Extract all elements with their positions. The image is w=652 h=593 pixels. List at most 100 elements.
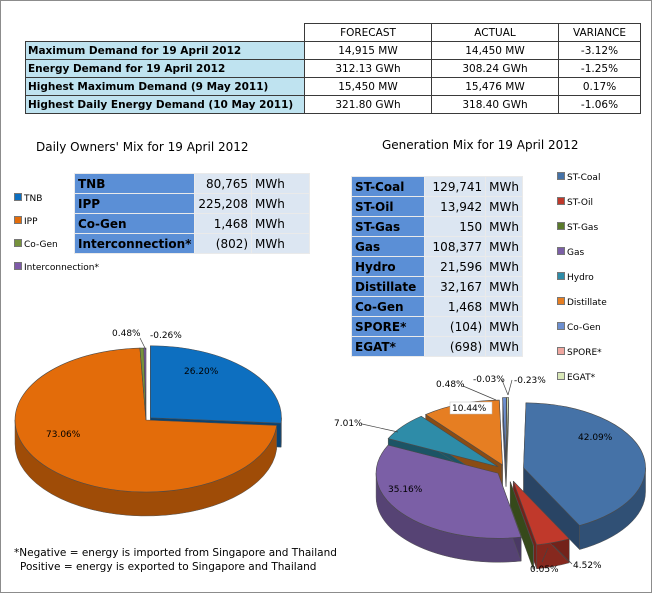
owners-pie-chart: 26.20% 73.06% 0.48% -0.26% <box>14 329 282 517</box>
pie-label: 26.20% <box>184 367 219 377</box>
pie-label: 0.05% <box>530 565 559 575</box>
table-row: TNB 80,765 MWh <box>73 173 310 194</box>
table-header-row: FORECAST ACTUAL VARIANCE <box>25 23 641 42</box>
pie-slice <box>150 345 282 424</box>
legend-item: Gas <box>557 247 584 258</box>
table-row: Energy Demand for 19 April 2012 312.13 G… <box>25 59 641 78</box>
legend-label: Co-Gen <box>567 323 601 333</box>
gen-unit: MWh <box>485 336 523 357</box>
pie-label: 42.09% <box>578 433 613 443</box>
legend-swatch <box>557 247 565 255</box>
legend-swatch <box>557 172 565 180</box>
legend-item: Co-Gen <box>14 239 58 250</box>
pie-label: 10.44% <box>452 404 487 414</box>
pie-label: 0.48% <box>112 329 141 339</box>
legend-label: SPORE* <box>567 348 602 358</box>
row-variance: -3.12% <box>558 41 641 60</box>
note-line-2: Positive = energy is exported to Singapo… <box>20 561 317 573</box>
row-actual: 15,476 MW <box>431 77 559 96</box>
pie-slice <box>505 397 509 463</box>
table-row: ST-Coal 129,741 MWh <box>350 176 523 197</box>
generation-values-table: ST-Coal 129,741 MWh ST-Oil 13,942 MWh ST-Gas… <box>350 176 523 357</box>
owner-unit: MWh <box>251 233 310 254</box>
legend-swatch <box>557 297 565 305</box>
legend-item: Hydro <box>557 272 594 283</box>
legend-label: Hydro <box>567 273 594 283</box>
legend-item: ST-Gas <box>557 222 598 233</box>
pie-label-box <box>449 401 493 415</box>
gen-unit: MWh <box>485 316 523 337</box>
owner-value: (802) <box>194 233 253 254</box>
row-label: Energy Demand for 19 April 2012 <box>25 59 305 78</box>
generation-mix-title: Generation Mix for 19 April 2012 <box>382 138 579 152</box>
gen-value: 13,942 <box>424 196 487 217</box>
legend-item: EGAT* <box>557 372 595 383</box>
gen-unit: MWh <box>485 176 523 197</box>
pie-leader-line <box>361 423 399 433</box>
gen-name: Distillate <box>350 276 426 297</box>
gen-value: 21,596 <box>424 256 487 277</box>
pie-label: -0.26% <box>150 331 182 341</box>
gen-name: SPORE* <box>350 316 426 337</box>
legend-item: ST-Coal <box>557 172 600 183</box>
owner-name: Interconnection* <box>73 233 196 254</box>
legend-label: IPP <box>24 217 38 227</box>
legend-label: ST-Gas <box>567 223 599 233</box>
owner-name: IPP <box>73 193 196 214</box>
legend-swatch <box>557 372 565 380</box>
pie-label: -0.03% <box>473 375 505 385</box>
legend-swatch <box>557 272 565 280</box>
legend-swatch <box>557 322 565 330</box>
gen-value: 108,377 <box>424 236 487 257</box>
gen-name: EGAT* <box>350 336 426 357</box>
pie-slice <box>512 480 570 546</box>
legend-swatch <box>14 193 22 201</box>
row-forecast: 312.13 GWh <box>304 59 432 78</box>
row-label: Highest Daily Energy Demand (10 May 2011… <box>25 95 305 114</box>
pie-label: 4.52% <box>573 561 602 571</box>
legend-label: ST-Oil <box>567 198 593 208</box>
pie-leader-line <box>501 379 509 396</box>
table-row: Interconnection* (802) MWh <box>73 233 310 254</box>
pie-slice <box>387 415 499 467</box>
legend-label: ST-Coal <box>567 173 601 183</box>
header-actual: ACTUAL <box>431 23 559 42</box>
gen-unit: MWh <box>485 236 523 257</box>
table-row: Co-Gen 1,468 MWh <box>350 296 523 317</box>
legend-swatch <box>557 197 565 205</box>
pie-slice <box>375 444 522 539</box>
legend-swatch <box>14 239 22 247</box>
table-row: Distillate 32,167 MWh <box>350 276 523 297</box>
owners-mix-title: Daily Owners' Mix for 19 April 2012 <box>36 140 249 154</box>
legend-label: Co-Gen <box>24 240 58 250</box>
generation-pie-chart: 42.09% 4.52% 0.05% 35.16% 7.01% 10.44% 0.48% -0… <box>334 375 646 575</box>
pie-slice <box>14 347 277 493</box>
pie-label: -0.23% <box>514 376 546 386</box>
pie-slice <box>509 481 535 546</box>
pie-leader-line <box>462 385 497 401</box>
gen-value: 1,468 <box>424 296 487 317</box>
row-actual: 318.40 GWh <box>431 95 559 114</box>
pie-leader-line <box>139 337 147 351</box>
gen-unit: MWh <box>485 196 523 217</box>
table-row: EGAT* (698) MWh <box>350 336 523 357</box>
legend-swatch <box>557 347 565 355</box>
legend-item: Interconnection* <box>14 262 99 273</box>
legend-item: IPP <box>14 216 38 227</box>
legend-swatch <box>557 222 565 230</box>
legend-item: TNB <box>14 193 42 204</box>
pie-slice <box>523 402 646 526</box>
legend-label: Gas <box>567 248 585 258</box>
table-row: Highest Daily Energy Demand (10 May 2011… <box>25 95 641 114</box>
owner-name: TNB <box>73 173 196 194</box>
legend-item: Distillate <box>557 297 607 308</box>
legend-item: Co-Gen <box>557 322 601 333</box>
table-row: ST-Oil 13,942 MWh <box>350 196 523 217</box>
pie-label: 0.48% <box>436 380 465 390</box>
table-row: Maximum Demand for 19 April 2012 14,915 … <box>25 41 641 60</box>
note-line-1: *Negative = energy is imported from Sing… <box>14 547 337 559</box>
header-variance: VARIANCE <box>558 23 641 42</box>
pie-label: 7.01% <box>334 419 363 429</box>
row-label: Maximum Demand for 19 April 2012 <box>25 41 305 60</box>
table-row: Hydro 21,596 MWh <box>350 256 523 277</box>
